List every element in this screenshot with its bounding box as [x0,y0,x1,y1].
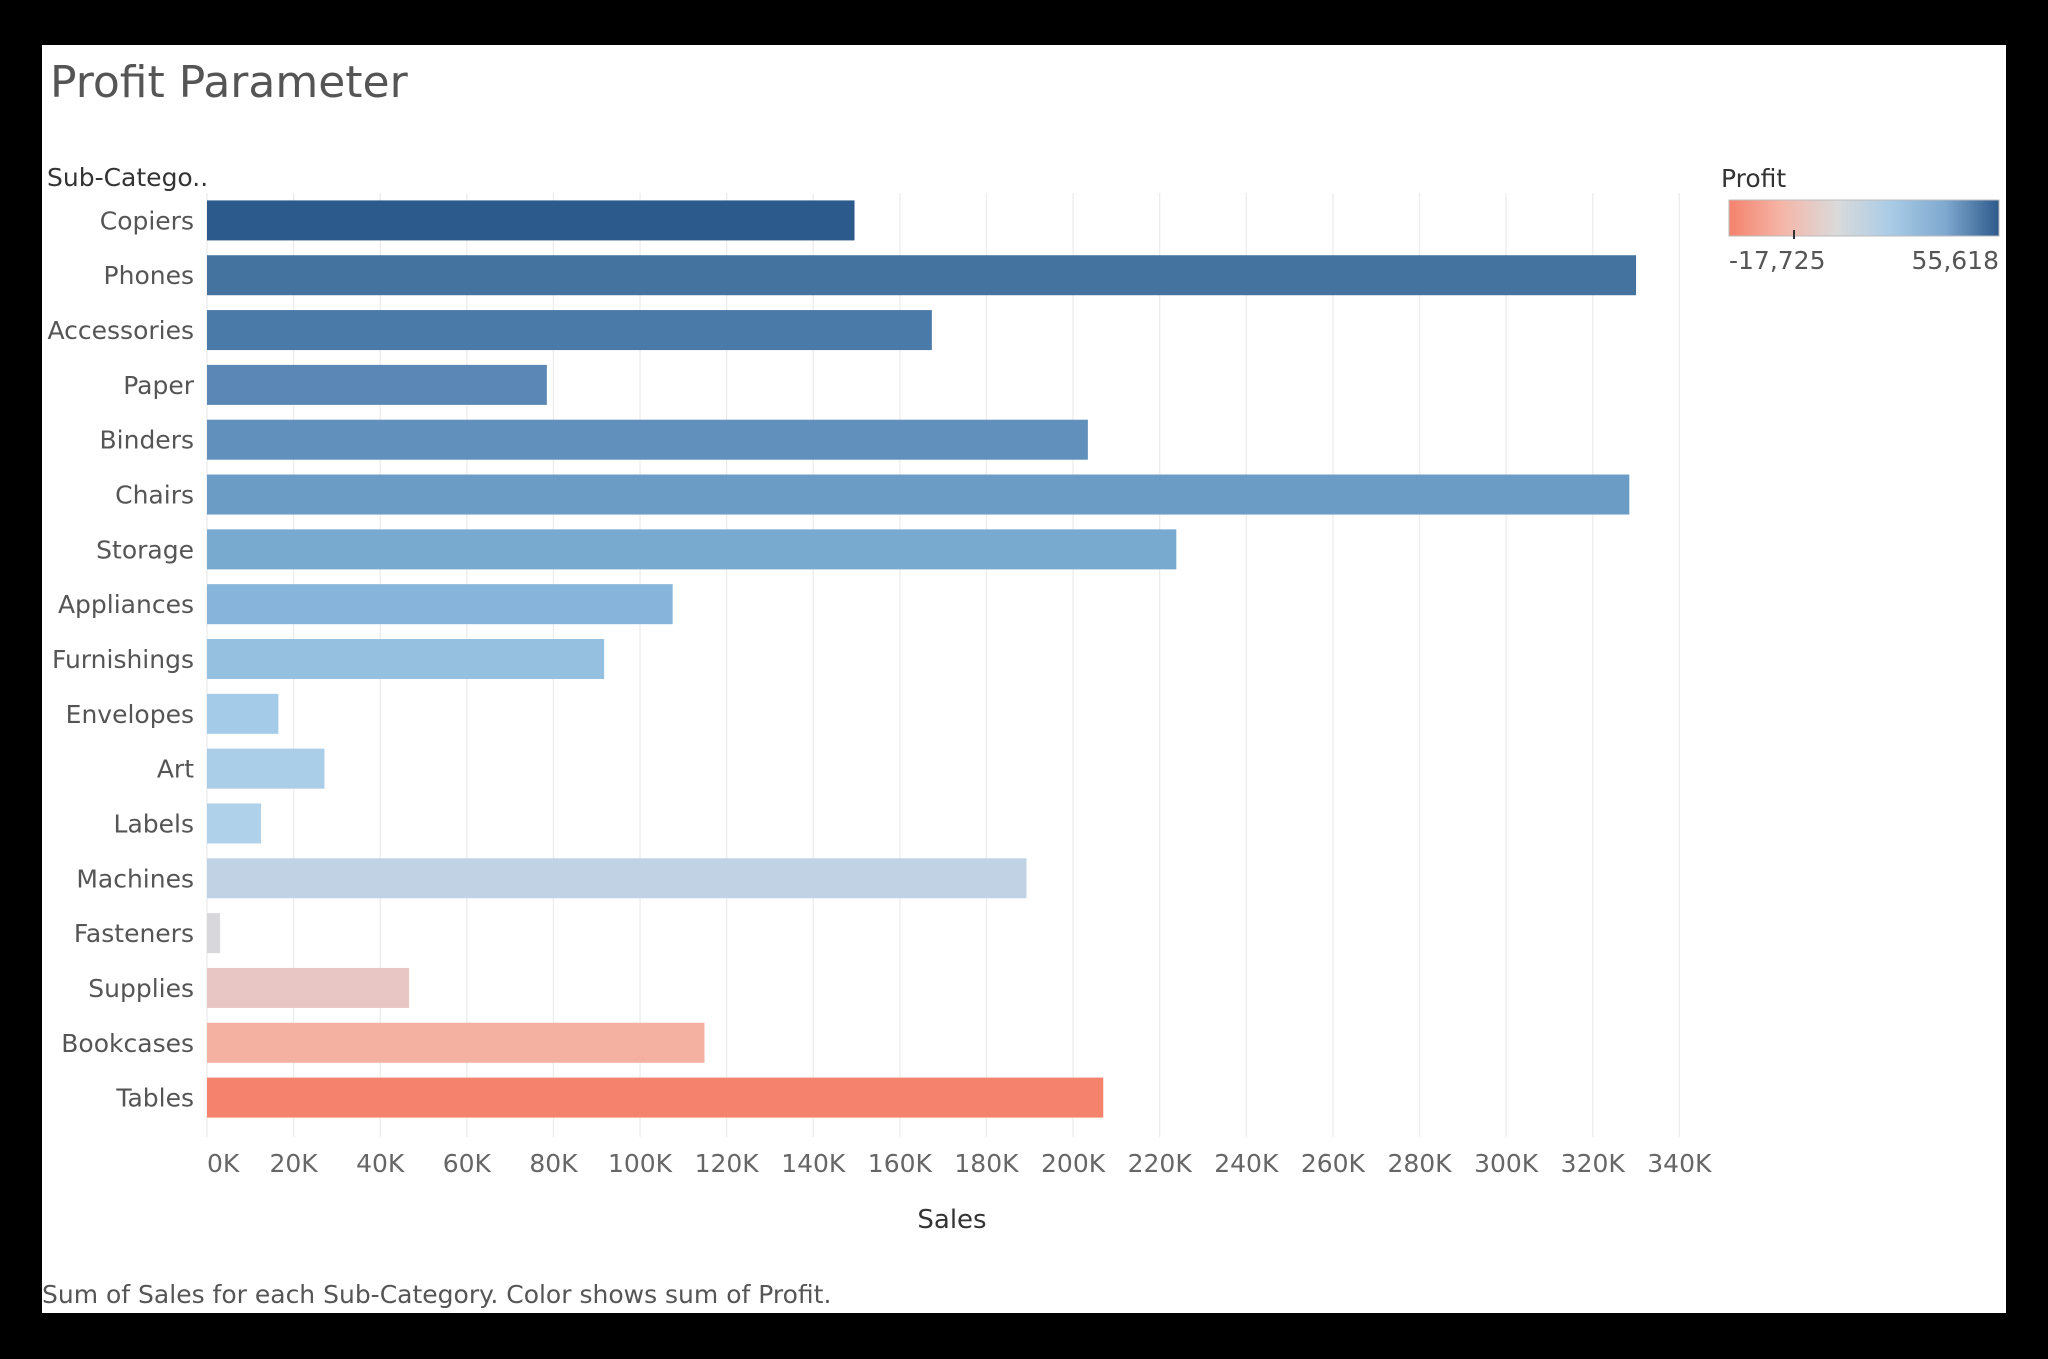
bars [207,200,1637,1118]
x-tick-label: 20K [269,1149,318,1178]
x-tick-label: 300K [1474,1149,1539,1178]
x-tick-label: 340K [1647,1149,1712,1178]
bar-bookcases[interactable] [207,1022,705,1063]
category-label: Tables [115,1084,194,1113]
x-tick-label: 220K [1128,1149,1193,1178]
x-tick-label: 80K [529,1149,578,1178]
x-tick-label: 160K [868,1149,933,1178]
bar-storage[interactable] [207,529,1177,570]
category-label: Machines [76,864,194,893]
category-label: Paper [123,371,195,400]
bar-chairs[interactable] [207,474,1630,515]
category-labels: Copiers Phones Accessories Paper Binders Chai… [47,206,194,1112]
bar-appliances[interactable] [207,584,673,625]
row-header: Sub-Catego.. [47,163,208,192]
bar-chart: Profit Parameter Sub-Catego.. Copiers Pho… [42,57,2000,1309]
x-axis-ticks: 0K 20K 40K 60K 80K 100K 120K 140K 160K 180K 200K 22… [207,1149,1712,1178]
x-tick-label: 40K [356,1149,405,1178]
x-tick-label: 280K [1387,1149,1452,1178]
bar-phones[interactable] [207,255,1637,296]
chart-panel: Profit Parameter Sub-Catego.. Copiers Pho… [42,45,2006,1313]
bar-furnishings[interactable] [207,639,605,679]
category-label: Binders [100,426,195,455]
category-label: Phones [104,261,194,290]
x-tick-label: 60K [443,1149,492,1178]
bar-paper[interactable] [207,364,547,405]
category-label: Copiers [100,206,194,235]
bar-art[interactable] [207,748,325,789]
chart-caption: Sum of Sales for each Sub-Category. Colo… [42,1280,831,1309]
bar-binders[interactable] [207,419,1088,460]
legend-gradient-bar [1728,199,2000,237]
bar-labels[interactable] [207,803,262,844]
x-tick-label: 120K [695,1149,760,1178]
category-label: Supplies [88,974,194,1003]
category-label: Bookcases [61,1029,194,1058]
bar-copiers[interactable] [207,200,855,241]
x-tick-label: 180K [954,1149,1019,1178]
grid-lines [206,193,1680,1137]
bar-fasteners[interactable] [207,913,221,954]
x-tick-label: 320K [1561,1149,1626,1178]
legend-min-label: -17,725 [1729,246,1826,275]
x-tick-label: 140K [781,1149,846,1178]
color-legend: Profit -17,725 55,618 [1721,164,2000,275]
category-label: Appliances [58,590,194,619]
x-tick-label: 100K [608,1149,673,1178]
x-axis-label: Sales [917,1205,986,1235]
category-label: Storage [96,535,194,564]
category-label: Envelopes [66,700,194,729]
bar-machines[interactable] [207,858,1027,899]
chart-title: Profit Parameter [50,57,409,108]
bar-envelopes[interactable] [207,693,279,734]
category-label: Furnishings [52,645,194,674]
category-label: Art [157,755,194,784]
category-label: Labels [114,809,194,838]
legend-title: Profit [1721,164,1786,193]
x-tick-label: 240K [1214,1149,1279,1178]
category-label: Chairs [115,481,194,510]
legend-max-label: 55,618 [1912,246,1999,275]
bar-tables[interactable] [207,1077,1104,1118]
x-tick-label: 200K [1041,1149,1106,1178]
category-label: Fasteners [74,919,194,948]
category-label: Accessories [47,316,194,345]
x-tick-label: 260K [1301,1149,1366,1178]
bar-accessories[interactable] [207,310,932,351]
bar-supplies[interactable] [207,967,410,1008]
x-tick-label: 0K [207,1149,240,1178]
